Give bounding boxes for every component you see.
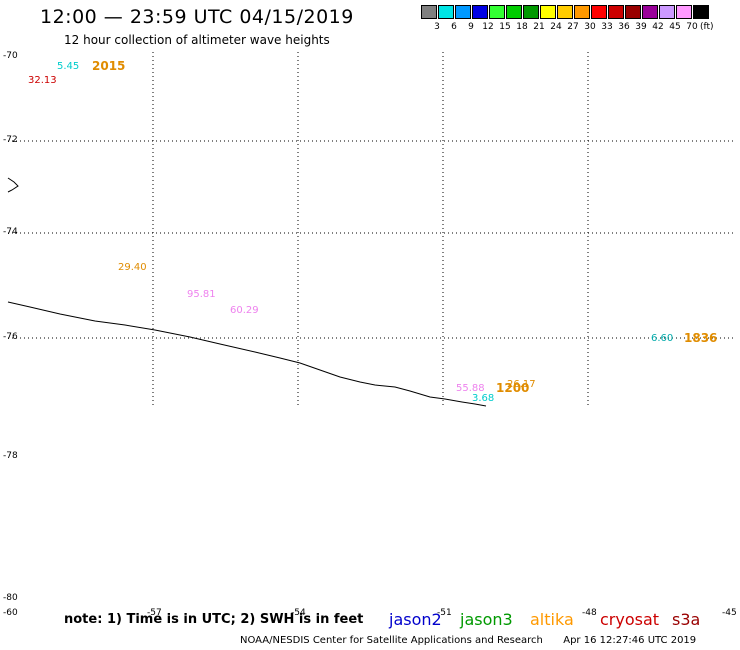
- satellite-cryosat: cryosat: [600, 610, 660, 629]
- legend-swatch: [693, 5, 709, 19]
- legend-value: 15: [499, 22, 511, 32]
- lat-label: -78: [3, 451, 18, 461]
- lat-label: -74: [3, 227, 18, 237]
- lon-label: -51: [437, 608, 452, 618]
- legend-value: 42: [652, 22, 664, 32]
- legend-value: 36: [618, 22, 630, 32]
- lat-label: -80: [3, 593, 18, 603]
- legend-swatch: [676, 5, 692, 19]
- legend-swatch: [421, 5, 437, 19]
- legend-swatch: [523, 5, 539, 19]
- credit-text: NOAA/NESDIS Center for Satellite Applica…: [240, 635, 543, 646]
- lat-label: -72: [3, 135, 18, 145]
- legend-value: 30: [584, 22, 596, 32]
- timestamp: Apr 16 12:27:46 UTC 2019: [563, 635, 697, 646]
- legend-value: 9: [468, 22, 474, 32]
- lon-label: -57: [147, 608, 162, 618]
- satellite-altika: altika: [530, 610, 574, 629]
- legend-value: 3: [434, 22, 440, 32]
- legend-unit: (ft): [700, 22, 714, 32]
- coastline-ice-shelf: [7, 301, 487, 407]
- coastline-fragment: [7, 177, 19, 193]
- legend-swatch: [438, 5, 454, 19]
- legend-swatch: [557, 5, 573, 19]
- wave-height-label: 3.68: [472, 393, 495, 404]
- legend-value: 6: [451, 22, 457, 32]
- pass-time-label: 2015: [92, 59, 126, 73]
- wave-height-label: 26.17: [507, 379, 536, 390]
- satellite-s3a: s3a: [672, 610, 701, 629]
- legend-swatch: [540, 5, 556, 19]
- legend-value: 24: [550, 22, 562, 32]
- lon-label: -45: [722, 608, 737, 618]
- lat-label: -70: [3, 51, 18, 61]
- credit-line: NOAA/NESDIS Center for Satellite Applica…: [240, 635, 696, 646]
- legend-value: 70: [686, 22, 698, 32]
- legend-value: 27: [567, 22, 579, 32]
- legend-swatch: [574, 5, 590, 19]
- wave-height-label: 5.45: [57, 61, 80, 72]
- wave-height-label: 6.60: [651, 333, 674, 344]
- map-subtitle: 12 hour collection of altimeter wave hei…: [64, 33, 330, 47]
- wave-height-label: 60.29: [230, 305, 259, 316]
- units-note: note: 1) Time is in UTC; 2) SWH is in fe…: [64, 612, 364, 627]
- legend-swatch: [659, 5, 675, 19]
- map-title: 12:00 — 23:59 UTC 04/15/2019: [40, 6, 354, 28]
- lon-label: -48: [582, 608, 597, 618]
- wave-height-label: 29.40: [118, 262, 147, 273]
- wave-height-label: 95.81: [187, 289, 216, 300]
- legend-swatch: [455, 5, 471, 19]
- pass-time-label: 1836: [684, 331, 718, 345]
- legend-swatch: [489, 5, 505, 19]
- wave-height-label: 32.13: [28, 75, 57, 86]
- satellite-jason2: jason2: [389, 610, 442, 629]
- pass-time-label: 1200: [496, 381, 530, 395]
- legend-value: 45: [669, 22, 681, 32]
- legend-value: 21: [533, 22, 545, 32]
- legend-swatch: [625, 5, 641, 19]
- lon-label: -54: [291, 608, 306, 618]
- satellite-jason3: jason3: [460, 610, 513, 629]
- legend-swatch: [608, 5, 624, 19]
- legend-value: 12: [482, 22, 494, 32]
- legend-value: 39: [635, 22, 647, 32]
- wave-height-label: 55.88: [456, 383, 485, 394]
- legend-value: 33: [601, 22, 613, 32]
- lon-label: -60: [3, 608, 18, 618]
- legend-swatch: [506, 5, 522, 19]
- lat-label: -76: [3, 332, 18, 342]
- grid-lines: [8, 52, 735, 406]
- legend-swatch: [472, 5, 488, 19]
- legend-swatch: [642, 5, 658, 19]
- legend-swatch: [591, 5, 607, 19]
- legend-value: 18: [516, 22, 528, 32]
